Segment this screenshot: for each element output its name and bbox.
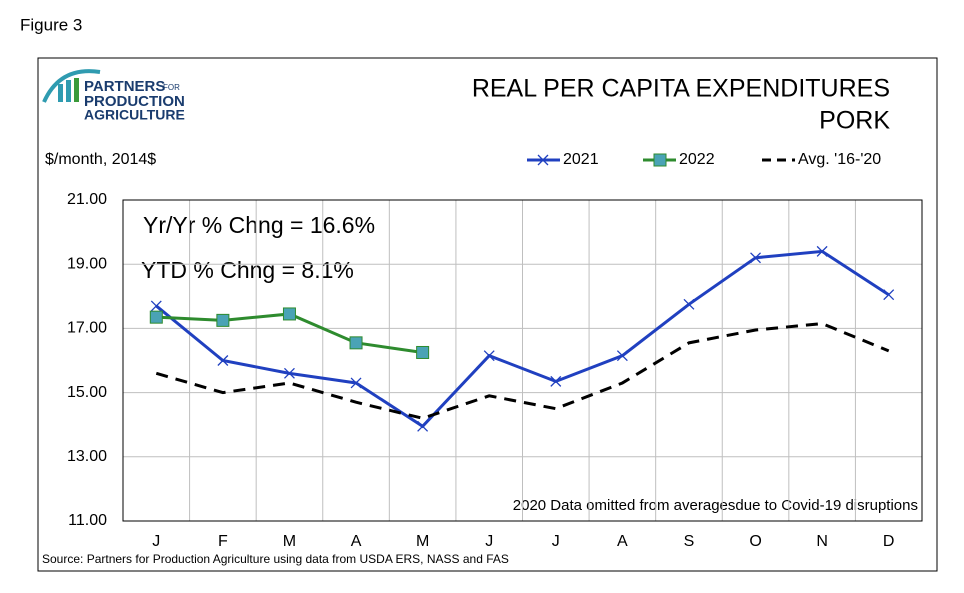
chart-title: REAL PER CAPITA EXPENDITURES bbox=[472, 75, 890, 103]
x-tick-label: A bbox=[351, 533, 362, 550]
series-line bbox=[155, 249, 890, 429]
x-tick-label: D bbox=[883, 533, 895, 550]
x-tick-label: J bbox=[552, 533, 560, 550]
point-marker bbox=[683, 298, 695, 310]
point-marker bbox=[883, 289, 895, 301]
x-tick-label: O bbox=[749, 533, 761, 550]
legend-marker bbox=[537, 154, 549, 166]
x-tick-label: J bbox=[485, 533, 493, 550]
series-line bbox=[155, 322, 890, 420]
x-tick-label: M bbox=[416, 533, 429, 550]
logo-text: AGRICULTURE bbox=[84, 107, 185, 123]
point-marker bbox=[750, 252, 762, 264]
x-tick-label: M bbox=[283, 533, 296, 550]
y-tick-label: 21.00 bbox=[67, 191, 107, 208]
logo-text: PRODUCTION bbox=[84, 93, 185, 110]
x-tick-label: J bbox=[152, 533, 160, 550]
source-note: Source: Partners for Production Agricult… bbox=[42, 552, 509, 566]
logo-bar bbox=[58, 84, 63, 102]
y-axis-label: $/month, 2014$ bbox=[45, 151, 156, 168]
x-tick-label: N bbox=[816, 533, 828, 550]
annotation: 2020 Data omitted from averagesdue to Co… bbox=[513, 497, 918, 514]
plot-border bbox=[122, 199, 923, 522]
point-marker bbox=[616, 350, 628, 362]
logo: PARTNERS FOR PRODUCTION AGRICULTURE bbox=[42, 69, 185, 123]
legend-label: Avg. '16-'20 bbox=[798, 151, 881, 168]
point-marker bbox=[349, 336, 363, 350]
chart-frame bbox=[37, 57, 938, 572]
y-tick-label: 11.00 bbox=[68, 512, 107, 529]
point-marker bbox=[150, 300, 162, 312]
point-marker bbox=[816, 245, 828, 257]
legend-label: 2022 bbox=[679, 151, 715, 168]
point-marker bbox=[350, 377, 362, 389]
annotation: Yr/Yr % Chng = 16.6% bbox=[143, 212, 375, 238]
annotation: YTD % Chng = 8.1% bbox=[141, 257, 354, 283]
y-tick-label: 15.00 bbox=[67, 384, 107, 401]
y-tick-label: 17.00 bbox=[67, 320, 107, 337]
point-marker bbox=[217, 355, 229, 366]
x-tick-label: F bbox=[218, 533, 228, 550]
logo-text: FOR bbox=[163, 83, 180, 92]
point-marker bbox=[417, 420, 429, 432]
point-marker bbox=[416, 345, 430, 359]
point-marker bbox=[483, 350, 495, 362]
y-tick-label: 13.00 bbox=[67, 448, 107, 465]
point-marker bbox=[282, 307, 296, 321]
legend-label: 2021 bbox=[563, 151, 599, 168]
x-tick-label: A bbox=[617, 533, 628, 550]
point-marker bbox=[283, 367, 295, 379]
logo-arc bbox=[42, 69, 101, 103]
logo-text: PARTNERS bbox=[84, 78, 165, 95]
logo-bar bbox=[66, 80, 71, 102]
point-marker bbox=[550, 375, 562, 387]
point-marker bbox=[149, 310, 163, 324]
legend-marker bbox=[653, 153, 667, 167]
logo-bar bbox=[74, 78, 79, 102]
x-tick-label: S bbox=[684, 533, 695, 550]
chart-title: PORK bbox=[819, 107, 890, 135]
y-tick-label: 19.00 bbox=[67, 255, 107, 272]
point-marker bbox=[216, 313, 230, 327]
figure-label: Figure 3 bbox=[20, 15, 82, 34]
